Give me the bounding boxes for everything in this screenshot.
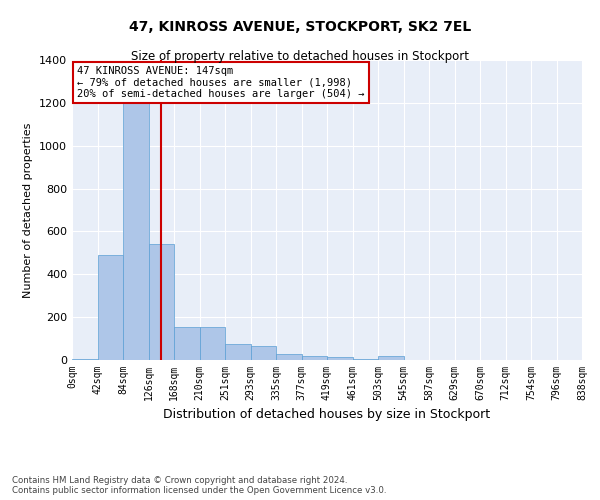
Text: 47, KINROSS AVENUE, STOCKPORT, SK2 7EL: 47, KINROSS AVENUE, STOCKPORT, SK2 7EL bbox=[129, 20, 471, 34]
Bar bbox=[149, 244, 174, 360]
X-axis label: Distribution of detached houses by size in Stockport: Distribution of detached houses by size … bbox=[163, 408, 491, 422]
Text: 47 KINROSS AVENUE: 147sqm
← 79% of detached houses are smaller (1,998)
20% of se: 47 KINROSS AVENUE: 147sqm ← 79% of detac… bbox=[77, 66, 365, 99]
Text: Size of property relative to detached houses in Stockport: Size of property relative to detached ho… bbox=[131, 50, 469, 63]
Bar bbox=[97, 255, 123, 360]
Bar bbox=[302, 356, 327, 360]
Bar bbox=[353, 359, 378, 360]
Bar bbox=[327, 357, 353, 360]
Bar bbox=[199, 327, 225, 360]
Bar bbox=[251, 346, 276, 360]
Bar bbox=[72, 359, 97, 360]
Text: Contains HM Land Registry data © Crown copyright and database right 2024.
Contai: Contains HM Land Registry data © Crown c… bbox=[12, 476, 386, 495]
Y-axis label: Number of detached properties: Number of detached properties bbox=[23, 122, 34, 298]
Bar bbox=[225, 344, 251, 360]
Bar bbox=[276, 354, 302, 360]
Bar bbox=[378, 356, 404, 360]
Bar bbox=[123, 94, 149, 360]
Bar bbox=[174, 327, 199, 360]
